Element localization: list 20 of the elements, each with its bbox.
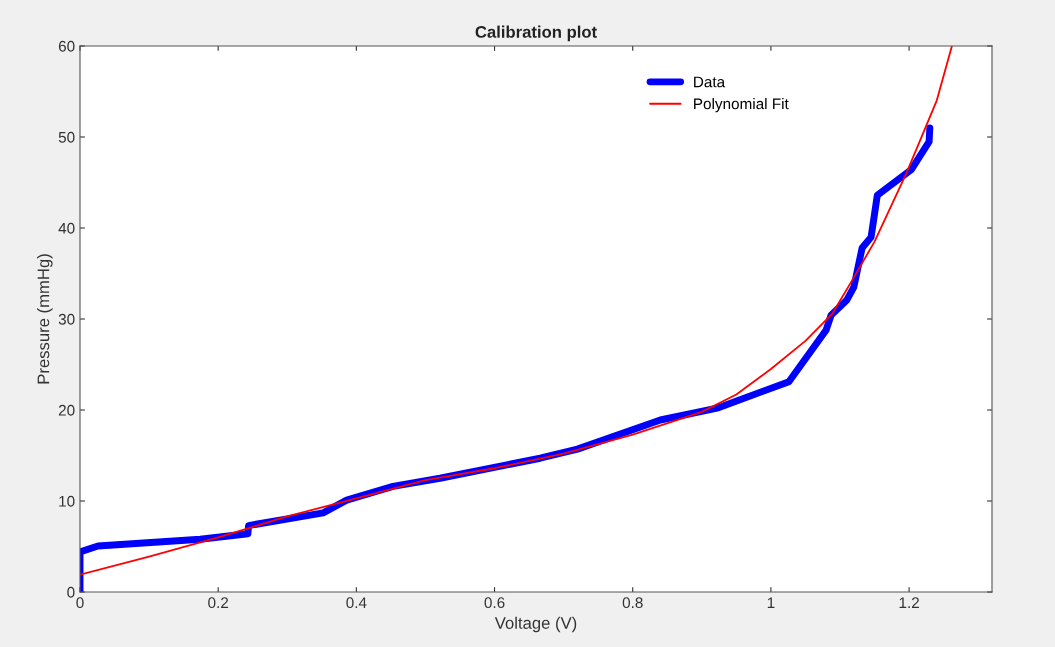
x-tick-label: 1 (767, 597, 775, 608)
y-tick-label: 20 (58, 404, 75, 416)
x-tick-label: 0.4 (346, 597, 367, 609)
y-tick-label: 0 (67, 586, 75, 598)
x-tick-label: 0 (76, 597, 84, 609)
legend-label: Data (694, 76, 726, 88)
x-tick-label: 0.6 (484, 597, 505, 609)
y-tick-label: 50 (58, 131, 75, 143)
line-series (80, 46, 953, 576)
x-tick-label: 0.8 (622, 597, 643, 609)
y-axis-title: Pressure (mmHg) (37, 254, 53, 384)
legend-label: Polynomial Fit (694, 98, 789, 113)
y-tick-label: 10 (59, 495, 75, 507)
y-tick-label: 60 (58, 40, 75, 52)
x-axis-title: Voltage (V) (494, 616, 577, 633)
y-tick-label: 40 (58, 222, 75, 234)
y-tick-label: 30 (58, 313, 75, 325)
chart-title: Calibration plot (475, 25, 597, 42)
x-tick-label: 1.2 (899, 597, 919, 608)
x-tick-label: 0.2 (208, 597, 229, 609)
